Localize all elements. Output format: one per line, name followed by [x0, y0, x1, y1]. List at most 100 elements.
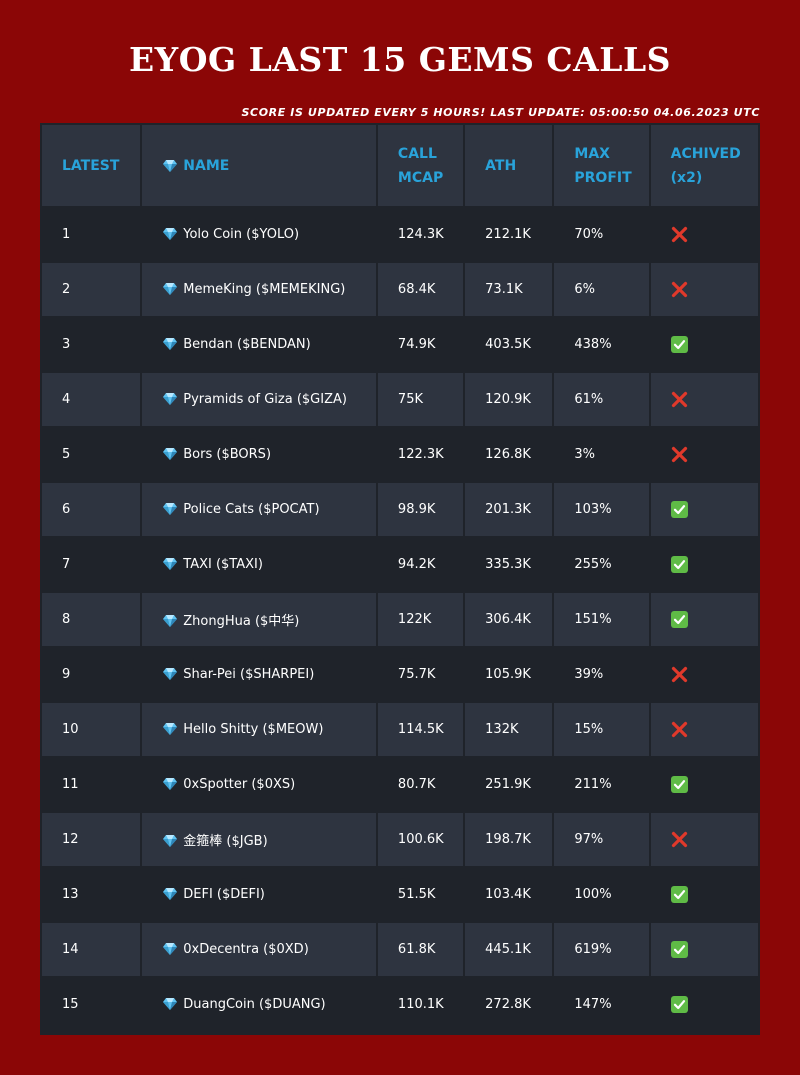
table-body: 1 Yolo Coin ($YOLO) 124.3K 212.1K 70% 2 MemeKi… — [42, 208, 758, 1031]
gem-icon — [162, 834, 178, 849]
cell-achived — [650, 978, 758, 1031]
cell-achived — [650, 263, 758, 316]
cross-mark-icon — [671, 391, 688, 408]
cell-achived — [650, 483, 758, 536]
cell-max-profit: 151% — [554, 593, 649, 646]
cell-ath: 126.8K — [465, 428, 553, 481]
cell-max-profit: 3% — [554, 428, 649, 481]
cell-max-profit: 100% — [554, 868, 649, 921]
table-row: 15 DuangCoin ($DUANG) 110.1K 272.8K 147% — [42, 978, 758, 1031]
cell-latest: 14 — [42, 923, 141, 976]
coin-name: Yolo Coin ($YOLO) — [183, 227, 300, 242]
column-header-name: NAME — [142, 125, 376, 206]
check-mark-icon — [670, 886, 688, 903]
cell-call-mcap: 124.3K — [377, 208, 464, 261]
coin-name: MemeKing ($MEMEKING) — [183, 282, 346, 297]
cell-achived — [650, 868, 758, 921]
cell-call-mcap: 122K — [377, 593, 464, 646]
cell-max-profit: 147% — [554, 978, 649, 1031]
gem-icon — [162, 614, 178, 629]
coin-name: DuangCoin ($DUANG) — [183, 997, 326, 1012]
table-row: 13 DEFI ($DEFI) 51.5K 103.4K 100% — [42, 868, 758, 921]
gem-icon — [162, 557, 178, 572]
cell-latest: 1 — [42, 208, 141, 261]
table-row: 10 Hello Shitty ($MEOW) 114.5K 132K 15% — [42, 703, 758, 756]
cell-latest: 2 — [42, 263, 141, 316]
table-row: 8 ZhongHua ($中华) 122K 306.4K 151% — [42, 593, 758, 646]
table-row: 6 Police Cats ($POCAT) 98.9K 201.3K 103% — [42, 483, 758, 536]
cell-max-profit: 15% — [554, 703, 649, 756]
check-mark-icon — [670, 501, 688, 518]
cell-max-profit: 438% — [554, 318, 649, 371]
coin-name: Shar-Pei ($SHARPEI) — [183, 667, 315, 682]
gem-icon — [162, 337, 178, 352]
cell-ath: 403.5K — [465, 318, 553, 371]
cell-ath: 445.1K — [465, 923, 553, 976]
cell-ath: 306.4K — [465, 593, 553, 646]
cell-name: Hello Shitty ($MEOW) — [142, 703, 376, 756]
cell-latest: 13 — [42, 868, 141, 921]
cell-call-mcap: 94.2K — [377, 538, 464, 591]
cell-max-profit: 97% — [554, 813, 649, 866]
table-header-row: LATEST NAME CALL MCAP ATH MAX PROFIT ACH… — [42, 125, 758, 206]
cell-ath: 120.9K — [465, 373, 553, 426]
cell-ath: 335.3K — [465, 538, 553, 591]
cell-name: 0xSpotter ($0XS) — [142, 758, 376, 811]
cell-ath: 272.8K — [465, 978, 553, 1031]
column-header-name-label: NAME — [183, 157, 230, 174]
gems-calls-table-container: LATEST NAME CALL MCAP ATH MAX PROFIT ACH… — [40, 123, 760, 1035]
table-row: 14 0xDecentra ($0XD) 61.8K 445.1K 619% — [42, 923, 758, 976]
coin-name: ZhongHua ($中华) — [183, 614, 300, 629]
table-row: 1 Yolo Coin ($YOLO) 124.3K 212.1K 70% — [42, 208, 758, 261]
gem-icon — [162, 777, 178, 792]
cell-name: Yolo Coin ($YOLO) — [142, 208, 376, 261]
coin-name: Police Cats ($POCAT) — [183, 502, 320, 517]
column-header-achived: ACHIVED (x2) — [650, 125, 758, 206]
table-row: 9 Shar-Pei ($SHARPEI) 75.7K 105.9K 39% — [42, 648, 758, 701]
cell-name: DuangCoin ($DUANG) — [142, 978, 376, 1031]
gem-icon — [162, 887, 178, 902]
cell-call-mcap: 80.7K — [377, 758, 464, 811]
column-header-latest: LATEST — [42, 125, 141, 206]
cell-max-profit: 61% — [554, 373, 649, 426]
cell-call-mcap: 114.5K — [377, 703, 464, 756]
cell-name: Pyramids of Giza ($GIZA) — [142, 373, 376, 426]
cell-ath: 251.9K — [465, 758, 553, 811]
cell-call-mcap: 51.5K — [377, 868, 464, 921]
cell-achived — [650, 428, 758, 481]
gems-calls-table: LATEST NAME CALL MCAP ATH MAX PROFIT ACH… — [40, 123, 760, 1033]
cell-name: Bors ($BORS) — [142, 428, 376, 481]
cell-ath: 132K — [465, 703, 553, 756]
page-title: EYOG LAST 15 GEMS CALLS — [128, 40, 671, 79]
cell-ath: 212.1K — [465, 208, 553, 261]
gem-icon — [162, 667, 178, 682]
cell-call-mcap: 98.9K — [377, 483, 464, 536]
cell-name: Bendan ($BENDAN) — [142, 318, 376, 371]
cell-name: Police Cats ($POCAT) — [142, 483, 376, 536]
cell-ath: 201.3K — [465, 483, 553, 536]
cell-achived — [650, 208, 758, 261]
cell-max-profit: 255% — [554, 538, 649, 591]
gem-icon — [162, 392, 178, 407]
column-header-ath: ATH — [465, 125, 553, 206]
cell-latest: 11 — [42, 758, 141, 811]
gem-icon — [162, 282, 178, 297]
cross-mark-icon — [671, 226, 688, 243]
coin-name: TAXI ($TAXI) — [183, 557, 263, 572]
coin-name: 0xSpotter ($0XS) — [183, 777, 296, 792]
table-row: 5 Bors ($BORS) 122.3K 126.8K 3% — [42, 428, 758, 481]
cross-mark-icon — [671, 281, 688, 298]
cell-achived — [650, 703, 758, 756]
cell-call-mcap: 61.8K — [377, 923, 464, 976]
table-row: 11 0xSpotter ($0XS) 80.7K 251.9K 211% — [42, 758, 758, 811]
table-row: 4 Pyramids of Giza ($GIZA) 75K 120.9K 61% — [42, 373, 758, 426]
cell-name: MemeKing ($MEMEKING) — [142, 263, 376, 316]
last-update-notice: SCORE IS UPDATED EVERY 5 HOURS! LAST UPD… — [241, 106, 760, 119]
cell-call-mcap: 110.1K — [377, 978, 464, 1031]
cell-call-mcap: 74.9K — [377, 318, 464, 371]
gem-icon — [162, 154, 178, 178]
coin-name: DEFI ($DEFI) — [183, 887, 265, 902]
cell-max-profit: 619% — [554, 923, 649, 976]
cell-max-profit: 103% — [554, 483, 649, 536]
cell-achived — [650, 538, 758, 591]
